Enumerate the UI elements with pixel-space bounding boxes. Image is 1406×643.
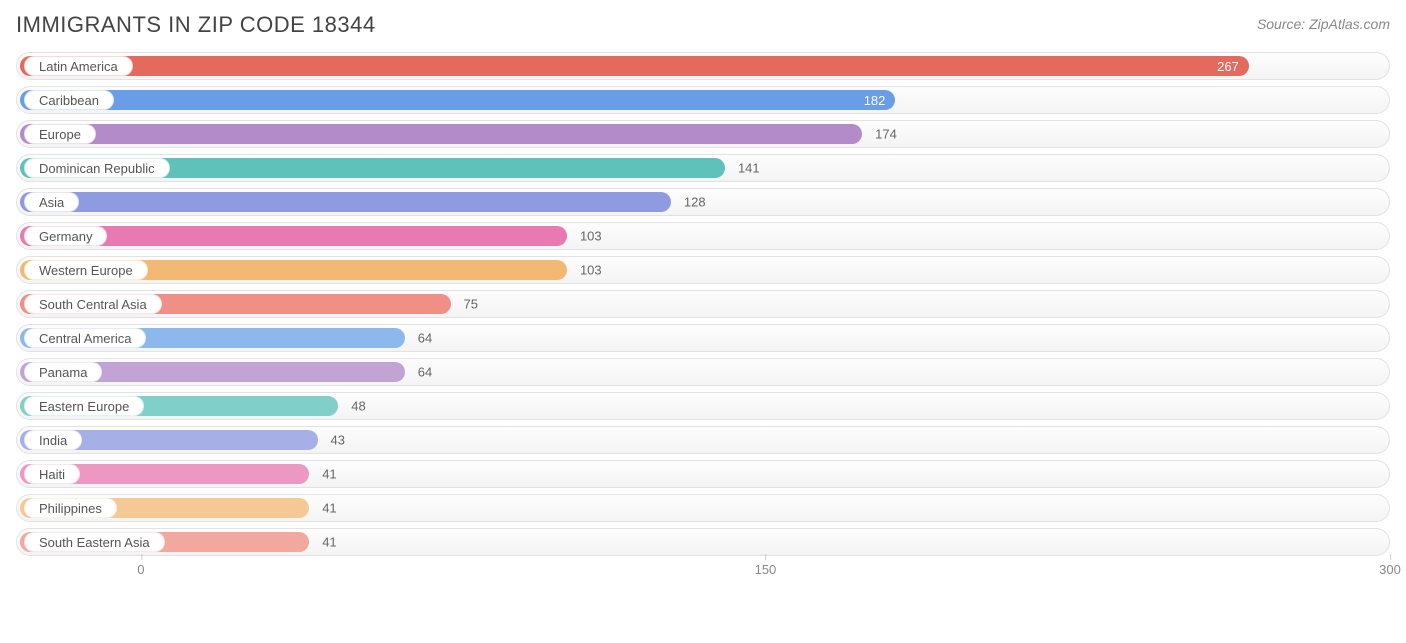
bar-label: Europe xyxy=(24,124,96,144)
bar-label: Panama xyxy=(24,362,102,382)
chart-title: IMMIGRANTS IN ZIP CODE 18344 xyxy=(16,12,376,38)
bar-label: Haiti xyxy=(24,464,80,484)
bar-label: Central America xyxy=(24,328,146,348)
bar-value: 48 xyxy=(351,399,365,414)
bar-fill xyxy=(20,124,862,144)
bar-label: India xyxy=(24,430,82,450)
bar-row: Central America 64 xyxy=(16,324,1390,352)
bar-label: Philippines xyxy=(24,498,117,518)
bar-row: Eastern Europe 48 xyxy=(16,392,1390,420)
bar-row: Europe 174 xyxy=(16,120,1390,148)
bar-label: Germany xyxy=(24,226,107,246)
bar-label: South Eastern Asia xyxy=(24,532,165,552)
bar-row: Dominican Republic 141 xyxy=(16,154,1390,182)
bar-label: Latin America xyxy=(24,56,133,76)
bar-fill: 182 xyxy=(20,90,895,110)
bar-row: 182 Caribbean xyxy=(16,86,1390,114)
bar-value: 41 xyxy=(322,501,336,516)
bar-label: Dominican Republic xyxy=(24,158,170,178)
bar-row: Panama 64 xyxy=(16,358,1390,386)
x-tick: 0 xyxy=(137,562,144,577)
bar-value: 267 xyxy=(1217,59,1239,74)
bar-value: 43 xyxy=(331,433,345,448)
bar-value: 174 xyxy=(875,127,897,142)
bar-value: 64 xyxy=(418,331,432,346)
x-tick: 150 xyxy=(755,562,777,577)
bar-fill: 267 xyxy=(20,56,1249,76)
bar-label: South Central Asia xyxy=(24,294,162,314)
bar-chart: 267 Latin America 182 Caribbean Europe 174 Dom… xyxy=(16,52,1390,556)
bar-row: Philippines 41 xyxy=(16,494,1390,522)
bar-value: 141 xyxy=(738,161,760,176)
bar-value: 41 xyxy=(322,467,336,482)
x-tick: 300 xyxy=(1379,562,1401,577)
bar-label: Asia xyxy=(24,192,79,212)
bar-row: Germany 103 xyxy=(16,222,1390,250)
bar-row: Haiti 41 xyxy=(16,460,1390,488)
bar-row: Asia 128 xyxy=(16,188,1390,216)
bar-value: 103 xyxy=(580,263,602,278)
bar-fill xyxy=(20,192,671,212)
chart-source: Source: ZipAtlas.com xyxy=(1257,16,1390,32)
bar-value: 41 xyxy=(322,535,336,550)
x-axis: 0150300 xyxy=(16,562,1390,586)
bar-row: 267 Latin America xyxy=(16,52,1390,80)
bar-label: Caribbean xyxy=(24,90,114,110)
bar-row: South Eastern Asia 41 xyxy=(16,528,1390,556)
bar-row: Western Europe 103 xyxy=(16,256,1390,284)
bar-value: 182 xyxy=(864,93,886,108)
bar-row: South Central Asia 75 xyxy=(16,290,1390,318)
chart-header: IMMIGRANTS IN ZIP CODE 18344 Source: Zip… xyxy=(16,12,1390,38)
bar-label: Eastern Europe xyxy=(24,396,144,416)
bar-value: 64 xyxy=(418,365,432,380)
bar-label: Western Europe xyxy=(24,260,148,280)
bar-value: 128 xyxy=(684,195,706,210)
bar-row: India 43 xyxy=(16,426,1390,454)
bar-value: 103 xyxy=(580,229,602,244)
bar-value: 75 xyxy=(464,297,478,312)
